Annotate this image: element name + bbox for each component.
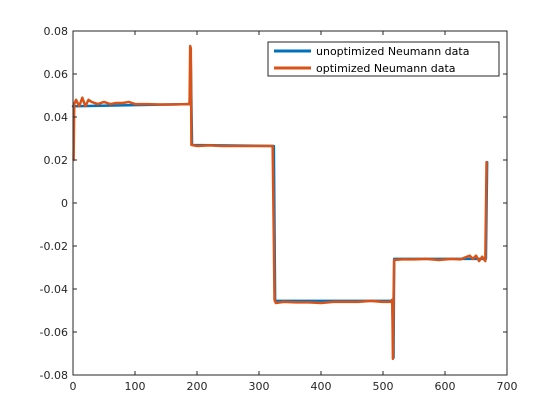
series-line-optimized <box>72 44 488 361</box>
y-tick-label: -0.04 <box>40 283 68 296</box>
x-tick-label: 700 <box>497 380 518 393</box>
x-tick-label: 500 <box>373 380 394 393</box>
x-tick-label: 400 <box>311 380 332 393</box>
y-axis: -0.08 -0.06 -0.04 -0.02 0 0.02 0.04 0.06 0.08 <box>40 25 507 382</box>
x-tick-label: 100 <box>125 380 146 393</box>
x-tick-label: 200 <box>187 380 208 393</box>
plot-series-layer <box>71 44 489 361</box>
legend: unoptimized Neumann data optimized Neuma… <box>267 41 500 77</box>
legend-label-unoptimized: unoptimized Neumann data <box>316 45 469 58</box>
y-tick-label: 0.04 <box>44 111 69 124</box>
y-tick-label: -0.06 <box>40 326 68 339</box>
y-tick-label: 0 <box>61 197 68 210</box>
legend-box <box>267 41 500 77</box>
legend-label-optimized: optimized Neumann data <box>316 62 456 75</box>
x-tick-label: 0 <box>70 380 77 393</box>
y-tick-label: 0.08 <box>44 25 69 38</box>
x-tick-label: 300 <box>249 380 270 393</box>
x-tick-label: 600 <box>435 380 456 393</box>
y-tick-label: 0.02 <box>44 154 69 167</box>
y-tick-label: -0.08 <box>40 369 68 382</box>
y-tick-label: -0.02 <box>40 240 68 253</box>
x-axis: 0 100 200 300 400 500 600 700 <box>70 31 518 393</box>
y-tick-label: 0.06 <box>44 68 69 81</box>
